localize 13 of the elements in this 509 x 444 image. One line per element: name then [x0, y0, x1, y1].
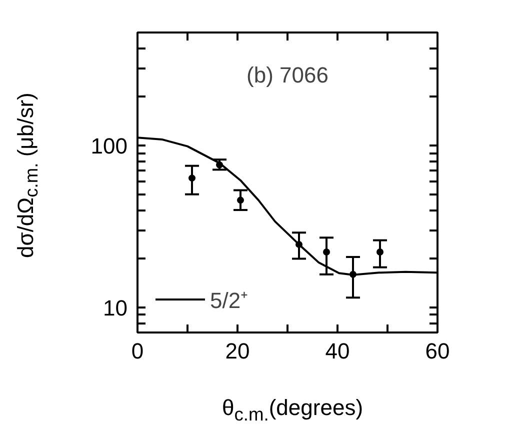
x-tick-label: 20: [225, 338, 250, 364]
point: [323, 248, 330, 256]
legend-label: 5/2⁺: [210, 287, 248, 314]
point: [188, 174, 196, 182]
point: [376, 248, 384, 256]
y-tick-label: 10: [103, 295, 128, 320]
x-tick-label: 40: [325, 338, 350, 364]
annotation: (b) 7066: [246, 62, 328, 88]
x-tick-label: 60: [425, 338, 450, 364]
point: [237, 196, 244, 204]
y-tick-label: 100: [90, 134, 128, 159]
x-axis-title: θ$_{c.m.}$(degrees): [222, 395, 364, 424]
x-tick-label: 0: [131, 338, 144, 364]
